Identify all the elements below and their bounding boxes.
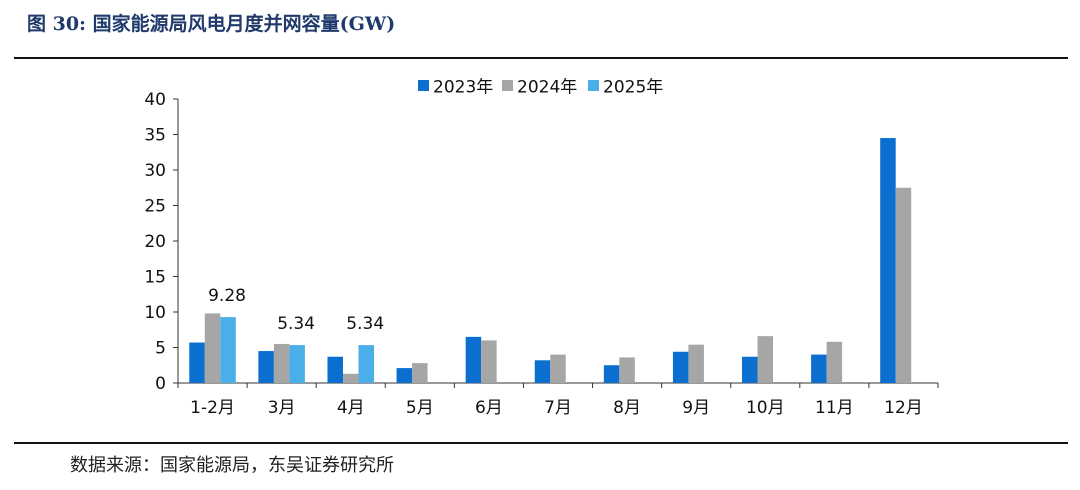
bar-2024年-12月 [895, 187, 912, 383]
x-tick-label: 4月 [337, 398, 365, 418]
y-tick-label: 20 [144, 232, 166, 252]
x-tick-label: 10月 [746, 398, 785, 418]
bar-2023年-11月 [811, 354, 827, 383]
y-tick-label: 10 [144, 303, 166, 323]
data-label: 5.34 [277, 314, 315, 334]
bar-2023年-7月 [534, 360, 551, 383]
legend-label: 2024年 [517, 78, 577, 98]
bar-2023年-4月 [327, 356, 343, 383]
bar-2023年-12月 [880, 138, 896, 383]
y-tick-label: 0 [155, 374, 166, 394]
figure-title: 图 30: 国家能源局风电月度并网容量(GW) [27, 13, 396, 35]
x-tick-label: 9月 [682, 398, 710, 418]
y-tick-label: 40 [144, 90, 166, 110]
legend-label: 2023年 [433, 78, 493, 98]
top-rule [14, 57, 1068, 59]
data-label: 9.28 [208, 286, 246, 306]
bar-2024年-8月 [619, 357, 635, 383]
y-tick-label: 30 [144, 161, 166, 181]
legend: 2023年 2024年 2025年 [418, 78, 663, 98]
bar-2023年-9月 [672, 351, 689, 383]
bar-2025年-1-2月 [220, 317, 236, 383]
bar-2023年-5月 [396, 368, 413, 383]
bar-2024年-9月 [688, 344, 704, 383]
bar-2024年-10月 [757, 336, 774, 383]
bottom-rule [14, 442, 1068, 444]
bar-2024年-1-2月 [204, 313, 221, 383]
x-tick-label: 11月 [815, 398, 854, 418]
x-axis: 1-2月 3月 4月 5月 6月 7月 8月 9月 10月 11月 12月 [177, 382, 939, 418]
x-tick-label: 8月 [613, 398, 641, 418]
bar-2024年-6月 [481, 340, 497, 383]
x-tick-label: 1-2月 [190, 398, 235, 418]
bar-2023年-6月 [465, 336, 482, 383]
legend-swatch-2024年 [502, 80, 513, 91]
bar-2023年-8月 [603, 365, 620, 383]
x-tick-label: 6月 [475, 398, 503, 418]
y-tick-label: 5 [155, 339, 166, 359]
data-labels: 9.28 5.34 5.34 [208, 286, 384, 334]
x-tick-label: 5月 [406, 398, 434, 418]
y-tick-label: 15 [144, 268, 166, 288]
bar-2023年-10月 [742, 356, 758, 383]
legend-swatch-2023年 [418, 80, 429, 91]
bar-chart: 2023年 2024年 2025年 0 5 10 15 20 25 30 35 40 1-2月 3月 4… [144, 78, 939, 418]
x-tick-label: 3月 [268, 398, 296, 418]
bar-2023年-1-2月 [189, 342, 205, 383]
bar-2024年-11月 [826, 341, 843, 383]
legend-swatch-2025年 [588, 80, 599, 91]
bar-2024年-7月 [550, 354, 566, 383]
bar-2025年-4月 [358, 345, 374, 383]
x-tick-label: 7月 [544, 398, 572, 418]
bar-2024年-4月 [342, 373, 359, 383]
data-label: 5.34 [346, 314, 384, 334]
bar-2025年-3月 [289, 345, 305, 383]
bar-2024年-5月 [412, 363, 428, 383]
y-axis: 0 5 10 15 20 25 30 35 40 [144, 90, 179, 394]
source-note: 数据来源：国家能源局，东吴证券研究所 [70, 455, 394, 476]
y-tick-label: 35 [144, 126, 166, 146]
bars [189, 138, 912, 383]
bar-2024年-3月 [273, 343, 290, 383]
legend-label: 2025年 [603, 78, 663, 98]
x-tick-label: 12月 [884, 398, 923, 418]
bar-2023年-3月 [258, 351, 274, 383]
y-tick-label: 25 [144, 197, 166, 217]
